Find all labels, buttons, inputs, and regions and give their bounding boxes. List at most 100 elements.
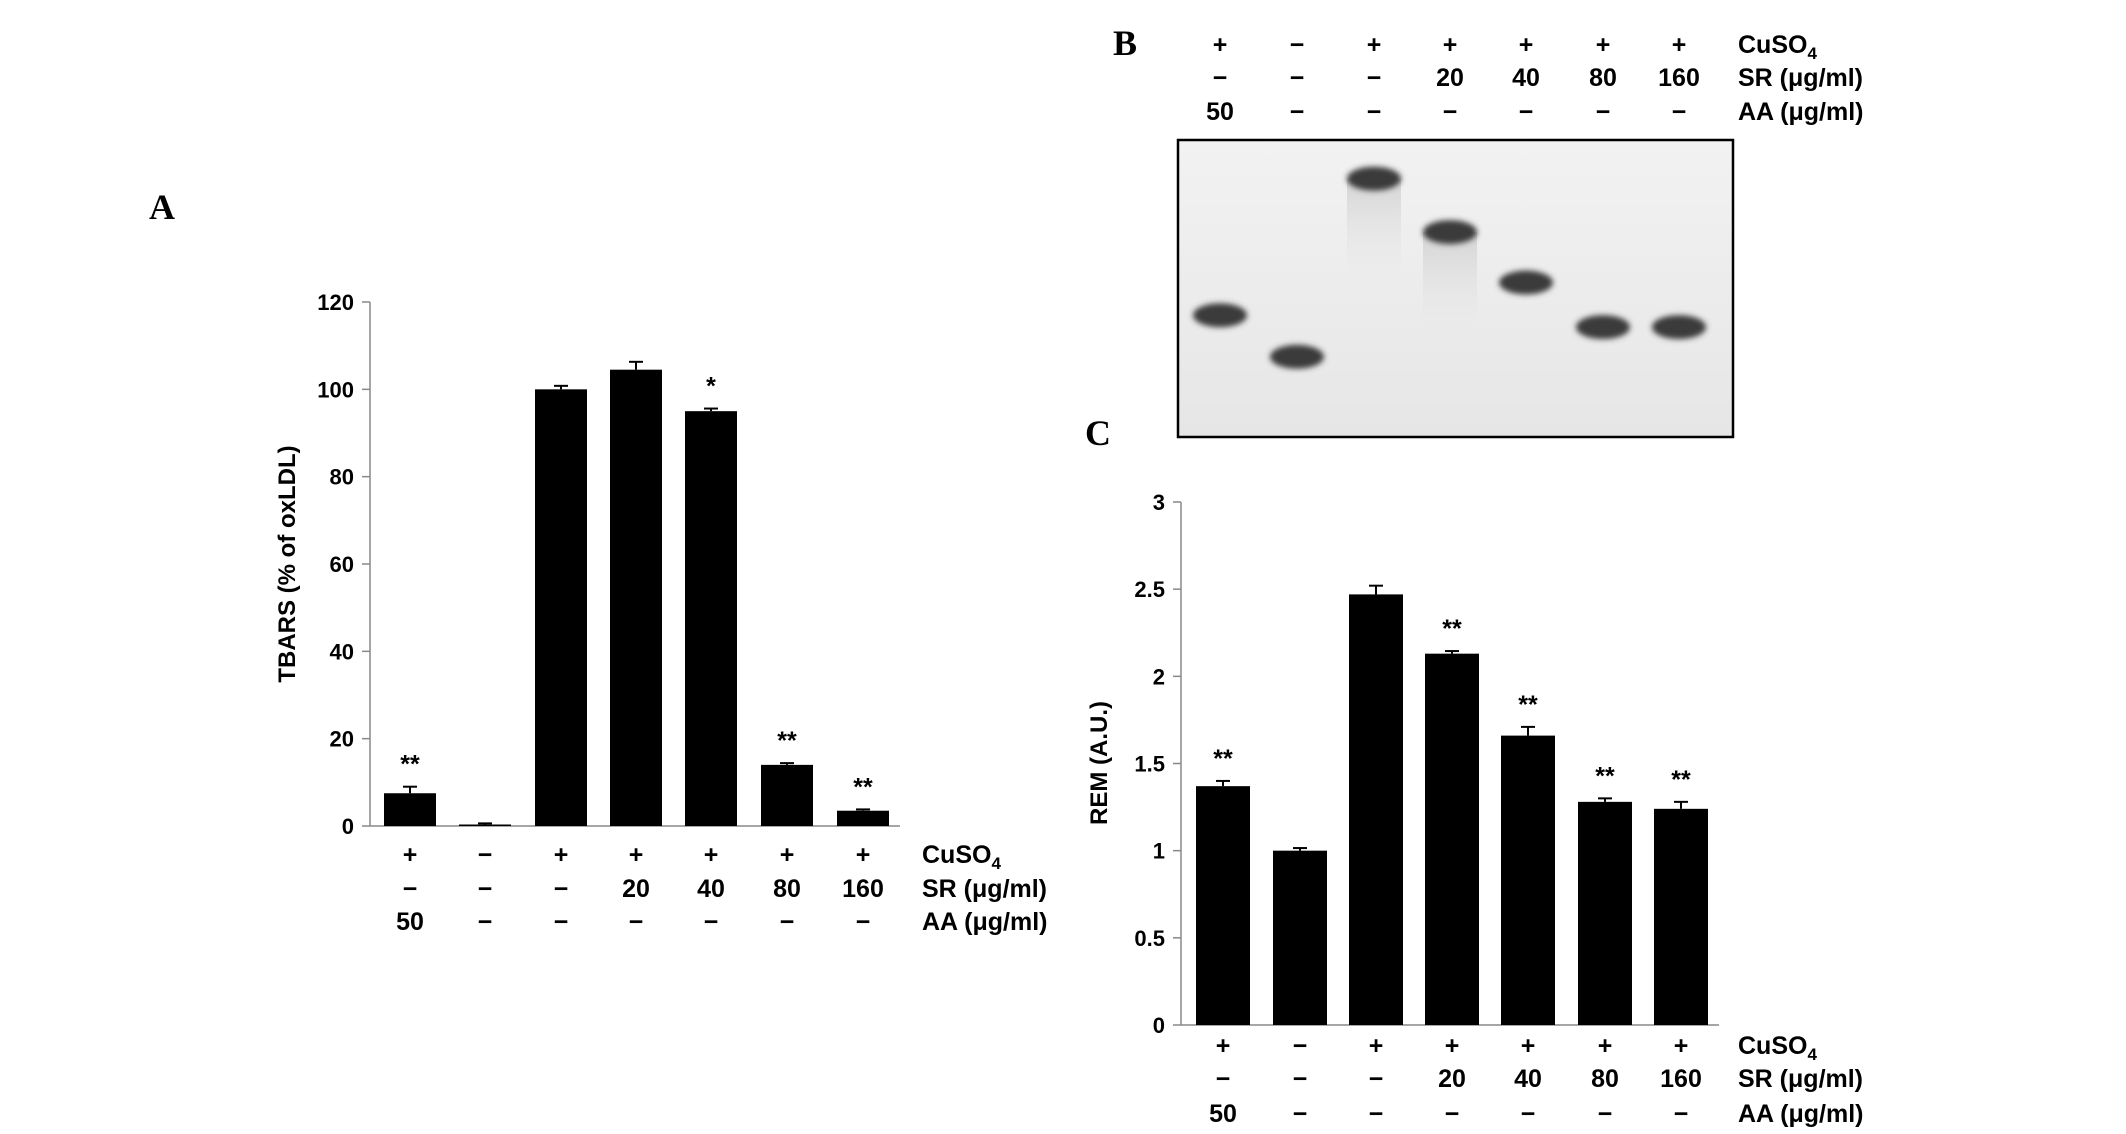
table-b-aa-cell: − [1290,98,1305,126]
table-b-aa-cell: − [1519,98,1534,126]
chart-c-bar [1349,594,1403,1025]
chart-c-y-tick-label: 0 [1153,1013,1165,1038]
table-c-cuso4-cell: + [1674,1032,1689,1060]
chart-c-y-tick-label: 2 [1153,664,1165,689]
table-a-sr-cell: − [554,875,569,903]
chart-c-bar [1501,735,1555,1025]
table-c-cuso4-cell: − [1293,1032,1308,1060]
table-a-cuso4-cell: + [629,841,644,869]
chart-a-significance-label: * [706,373,716,401]
chart-a-y-tick-label: 80 [330,465,354,490]
table-a-cuso4-cell: + [856,841,871,869]
table-c-sr-cell: 40 [1514,1065,1542,1093]
table-a-aa-cell: − [856,908,871,936]
table-c-sr-cell: − [1369,1065,1384,1093]
table-c-aa-cell: − [1598,1100,1613,1128]
panel-label-b: B [1113,23,1138,63]
chart-c-y-axis-title: REM (A.U.) [1086,701,1113,825]
table-b-sr-cell: − [1213,64,1228,92]
table-c-cuso4-cell: + [1369,1032,1384,1060]
table-c-sr-cell: − [1216,1065,1231,1093]
table-b-cuso4-cell: + [1672,31,1687,59]
table-c-sr-cell: 160 [1660,1065,1702,1093]
table-a-aa-cell: − [478,908,493,936]
table-b-cuso4-cell: + [1443,31,1458,59]
chart-c-bar [1196,786,1250,1025]
chart-c-bar [1654,808,1708,1025]
table-a-sr-cell: 40 [697,875,725,903]
table-a-cuso4-cell: − [478,841,493,869]
table-c-sr-cell: 80 [1591,1065,1619,1093]
table-c-aa-cell: − [1369,1100,1384,1128]
table-b-aa-cell: − [1367,98,1382,126]
table-c-cuso4-cell: + [1521,1032,1536,1060]
table-a-aa-cell: − [554,908,569,936]
table-b-label-cuso4: CuSO4 [1738,31,1817,63]
table-c-aa-cell: − [1521,1100,1536,1128]
table-a-label-aa: AA (μg/ml) [922,908,1047,936]
table-b-cuso4-cell: + [1519,31,1534,59]
table-a-cuso4-cell: + [704,841,719,869]
table-c-label-cuso4: CuSO4 [1738,1032,1817,1064]
chart-c-y-tick-label: 1 [1153,839,1165,864]
table-c-sr-cell: − [1293,1065,1308,1093]
chart-a-bar [761,764,813,826]
table-b-cuso4-cell: + [1367,31,1382,59]
table-a-aa-cell: − [704,908,719,936]
table-a-aa-cell: − [629,908,644,936]
panel-label-c: C [1085,413,1111,453]
chart-a-bar [459,824,511,826]
table-c-label-sr: SR (μg/ml) [1738,1065,1863,1093]
gel-band [1193,303,1247,328]
gel-smear [1423,232,1477,337]
table-a-sr-cell: 80 [773,875,801,903]
table-b-sr-cell: − [1290,64,1305,92]
table-c-cuso4-cell: + [1445,1032,1460,1060]
table-b-sr-cell: 40 [1512,64,1540,92]
table-a-cuso4-cell: + [554,841,569,869]
table-a-aa-cell: − [780,908,795,936]
chart-c-significance-label: ** [1442,615,1462,643]
gel-band [1576,315,1630,340]
table-b-sr-cell: 20 [1436,64,1464,92]
chart-a-y-tick-label: 100 [317,377,354,402]
chart-a-y-tick-label: 60 [330,552,354,577]
chart-a-y-tick-label: 40 [330,639,354,664]
table-b-cuso4-cell: + [1213,31,1228,59]
chart-c-significance-label: ** [1518,691,1538,719]
chart-a-y-tick-label: 0 [342,814,354,839]
table-a-label-cuso4: CuSO4 [922,841,1001,873]
table-b-cuso4-cell: + [1596,31,1611,59]
chart-a-bar [535,389,587,826]
chart-a-bar [685,411,737,826]
chart-a-significance-label: ** [400,751,420,779]
gel-band [1652,315,1706,340]
gel-band [1423,220,1477,245]
table-b-sr-cell: 80 [1589,64,1617,92]
table-a-cuso4-cell: + [403,841,418,869]
chart-a-bar [837,810,889,826]
table-b-sr-cell: − [1367,64,1382,92]
table-c-sr-cell: 20 [1438,1065,1466,1093]
chart-a-y-tick-label: 120 [317,290,354,315]
table-b-aa-cell: − [1672,98,1687,126]
table-b-cuso4-cell: − [1290,31,1305,59]
table-c-label-aa: AA (μg/ml) [1738,1100,1863,1128]
chart-a-significance-label: ** [853,773,873,801]
chart-a-significance-label: ** [777,727,797,755]
chart-c-significance-label: ** [1213,745,1233,773]
chart-c-bar [1273,850,1327,1025]
table-b-label-aa: AA (μg/ml) [1738,98,1863,126]
chart-a-y-axis-title: TBARS (% of oxLDL) [274,445,301,682]
chart-a-bar [384,793,436,826]
table-a-sr-cell: 160 [842,875,884,903]
chart-a-y-tick-label: 20 [330,727,354,752]
table-a-sr-cell: − [403,875,418,903]
chart-c-y-tick-label: 2.5 [1134,577,1165,602]
gel-smear [1347,178,1401,283]
panel-label-a: A [149,187,175,227]
chart-c-y-tick-label: 3 [1153,490,1165,515]
chart-c-y-tick-label: 1.5 [1134,752,1165,777]
gel-band [1499,270,1553,295]
